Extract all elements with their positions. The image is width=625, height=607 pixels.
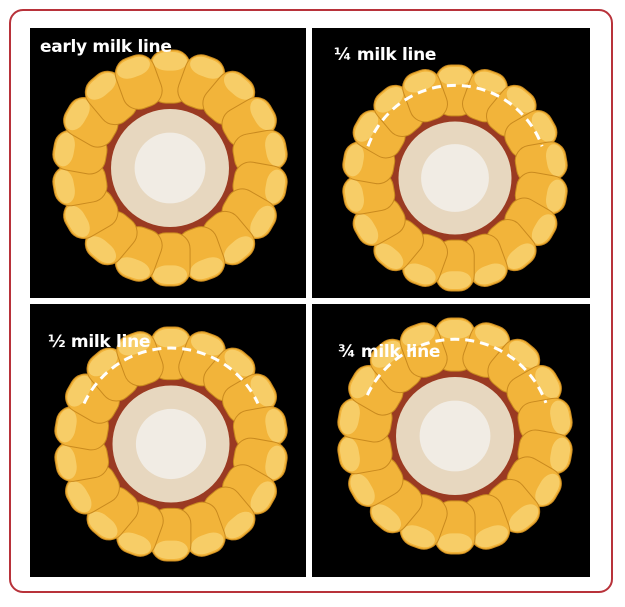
milk-line-arc [365,337,548,404]
cob-pith [419,400,491,472]
panel-three-quarter-milk-line: ¾ milk line [312,304,590,577]
cob-pith [135,408,207,480]
kernel [116,331,164,387]
corn-cross-section [337,317,573,555]
panel-label: ¾ milk line [338,342,441,362]
image-frame [9,9,613,593]
kernel [399,322,448,378]
cob-pith [421,144,489,212]
panel-quarter-milk-line: ¼ milk line [312,28,590,298]
milk-line-arc [366,83,544,147]
kernel [232,129,288,175]
panel-early-milk-line: early milk line [30,28,306,298]
corn-cross-section [52,49,288,287]
cob-pith [134,132,206,204]
corn-cross-section [54,326,288,562]
milk-line-arc [82,346,260,405]
corn-cross-section [342,64,568,292]
kernel [402,69,448,123]
panel-label: early milk line [40,37,172,57]
panel-label: ¼ milk line [334,45,437,65]
panel-label: ½ milk line [48,332,151,352]
panel-half-milk-line: ½ milk line [30,304,306,577]
kernel [114,54,163,110]
